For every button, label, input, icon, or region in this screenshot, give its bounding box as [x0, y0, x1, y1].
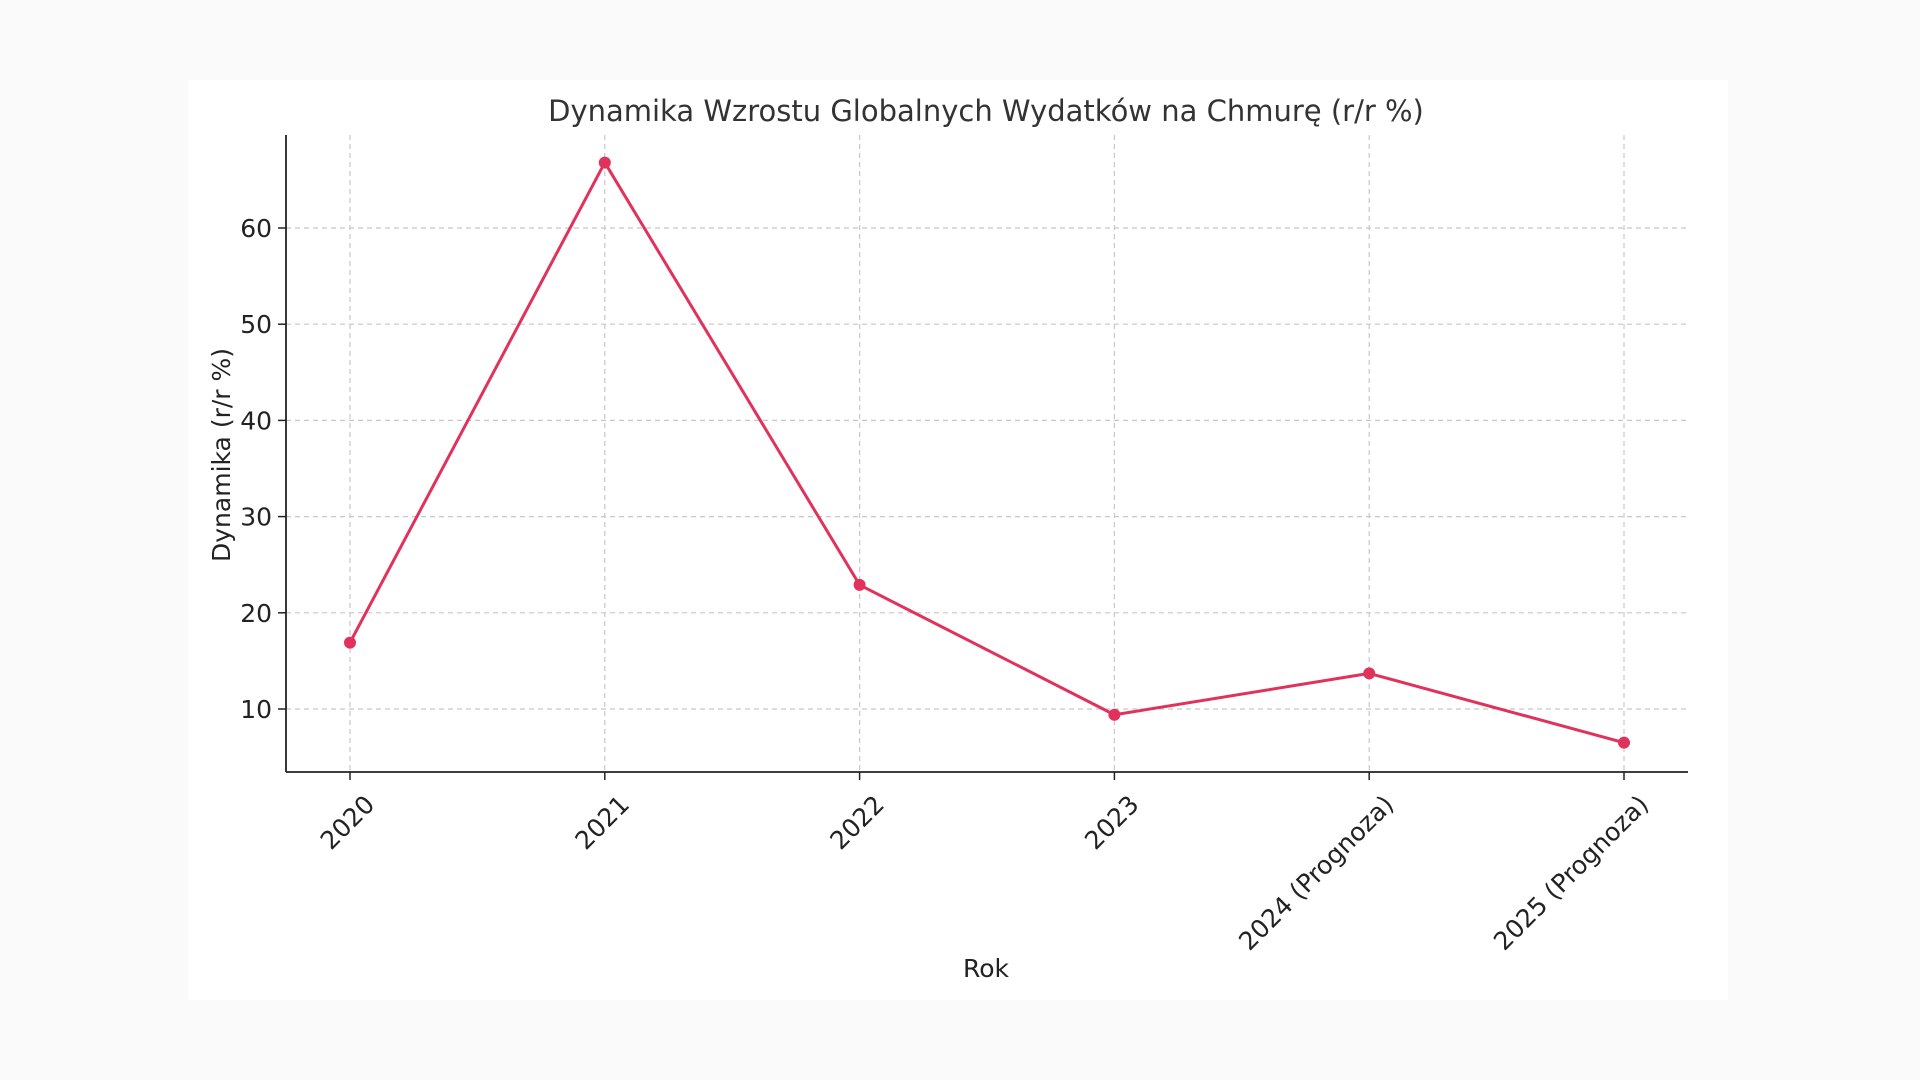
y-tick-label: 10	[240, 695, 272, 724]
x-tick-label: 2021	[570, 790, 635, 855]
axes	[285, 135, 1688, 773]
x-axis-ticks: 2020 2021 2022 2023 2024 (Prognoza) 2025 (Pro…	[315, 772, 1654, 956]
x-tick-label: 2023	[1079, 790, 1144, 855]
y-axis-ticks: 10 20 30 40 50 60	[240, 214, 286, 724]
chart-card	[188, 80, 1728, 1000]
x-tick-label: 2025 (Prognoza)	[1488, 790, 1654, 956]
x-tick-label: 2020	[315, 790, 380, 855]
data-point	[1108, 708, 1121, 721]
data-point	[1363, 667, 1376, 680]
data-point	[1618, 736, 1630, 749]
x-axis-label: Rok	[963, 954, 1010, 983]
data-point	[853, 578, 866, 591]
chart-title: Dynamika Wzrostu Globalnych Wydatków na …	[548, 94, 1424, 128]
series-layer	[344, 156, 1630, 749]
data-point	[344, 636, 356, 649]
y-tick-label: 20	[240, 599, 272, 628]
x-tick-label: 2022	[824, 790, 889, 855]
y-tick-label: 50	[240, 310, 272, 339]
y-axis-label: Dynamika (r/r %)	[207, 348, 236, 562]
y-tick-label: 40	[240, 406, 272, 435]
grid-lines	[286, 135, 1688, 772]
y-tick-label: 30	[240, 503, 272, 532]
data-point	[598, 156, 611, 169]
x-tick-label: 2024 (Prognoza)	[1233, 790, 1399, 956]
y-tick-label: 60	[240, 214, 272, 243]
series-line	[348, 161, 1625, 745]
